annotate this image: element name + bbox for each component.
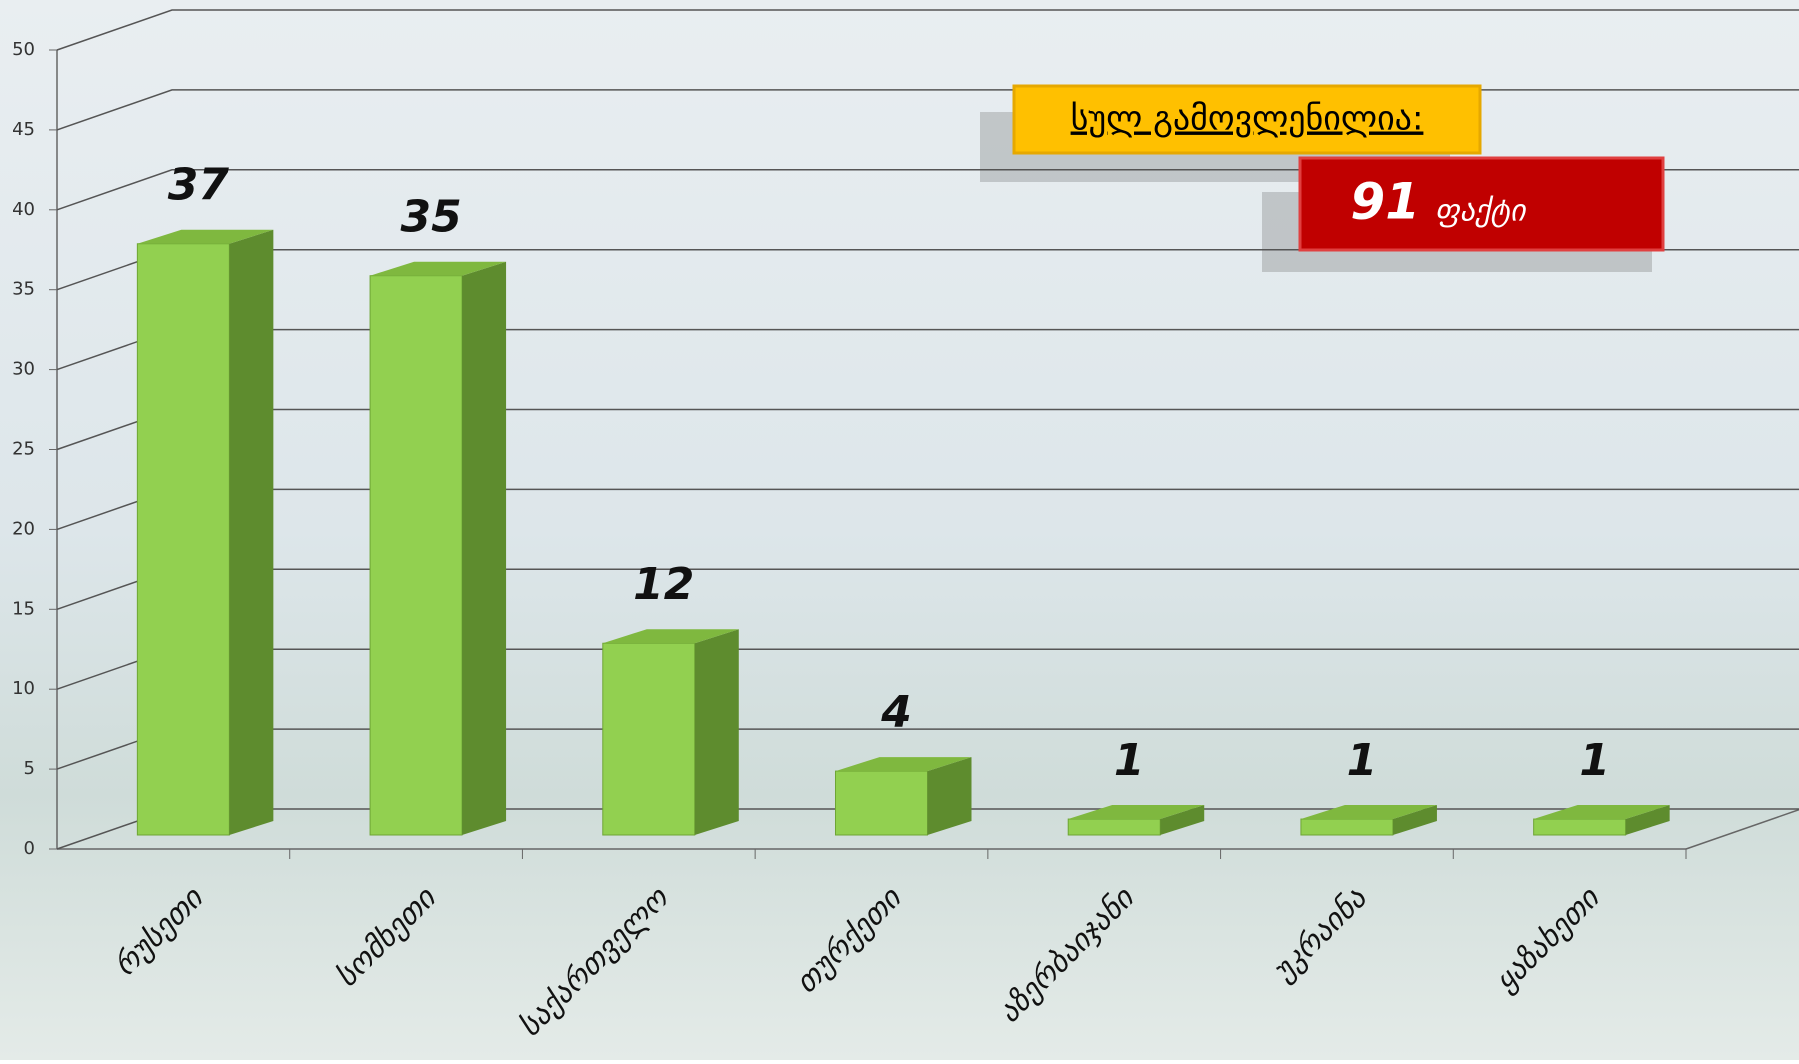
floor-edge <box>1685 808 1799 850</box>
y-tick-label: 10 <box>12 678 35 699</box>
bar <box>136 243 230 836</box>
bar-side <box>1392 805 1437 835</box>
bar-top <box>137 229 274 244</box>
value-label: 4 <box>880 687 912 738</box>
bar-top <box>602 629 739 644</box>
value-box <box>1298 156 1665 252</box>
y-tick-label: 30 <box>12 359 35 380</box>
value-label: 37 <box>168 160 230 211</box>
bar-side <box>1625 805 1670 835</box>
bar-top <box>1533 805 1670 820</box>
bar <box>1067 818 1161 836</box>
y-tick-label: 50 <box>12 39 35 60</box>
annotation-unit: ფაქტი <box>1435 194 1528 229</box>
bar <box>835 770 928 836</box>
y-tick-label: 20 <box>12 518 35 539</box>
bar-side <box>229 229 274 836</box>
grid-line <box>56 169 1799 211</box>
y-tick-label: 35 <box>12 279 35 300</box>
value-label: 1 <box>1347 735 1378 786</box>
y-tick-label: 5 <box>24 758 35 779</box>
value-label: 35 <box>400 192 461 243</box>
bar <box>1533 818 1627 836</box>
bar-side <box>694 629 739 835</box>
annotation-label: სულ გამოვლენილია: <box>1071 99 1424 139</box>
grid-line <box>56 9 1799 51</box>
bar-side <box>1160 805 1205 835</box>
bar-top <box>370 261 507 276</box>
bar-side <box>927 757 972 835</box>
y-tick-label: 45 <box>12 119 35 140</box>
bar-top <box>1068 805 1205 820</box>
y-tick-label: 25 <box>12 439 35 460</box>
annotation-value: 91 <box>1350 173 1420 231</box>
bar <box>1300 818 1394 836</box>
y-tick-label: 40 <box>12 199 35 220</box>
bar-side <box>462 261 507 835</box>
y-tick-label: 0 <box>24 838 35 859</box>
bar-top <box>835 757 972 772</box>
label-box <box>1012 84 1482 155</box>
value-label: 12 <box>633 559 694 610</box>
bar <box>369 275 463 836</box>
value-label: 1 <box>1579 735 1610 786</box>
bar <box>602 642 696 836</box>
value-label: 1 <box>1114 735 1145 786</box>
bar-top <box>1300 805 1437 820</box>
annotation: სულ გამოვლენილია: 91 ფაქტი <box>980 84 1665 272</box>
y-tick-label: 15 <box>12 598 35 619</box>
